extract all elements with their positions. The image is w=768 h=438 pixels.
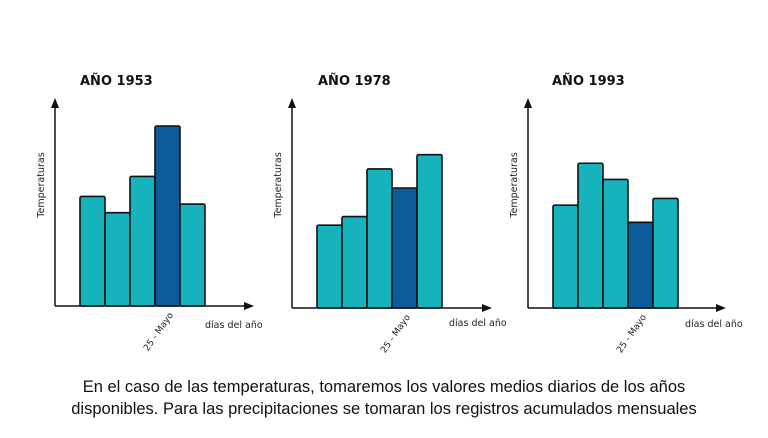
bar-1-1 (79, 195, 106, 307)
x-axis-arrow-icon (244, 302, 254, 310)
chart-title: AÑO 1953 (80, 73, 153, 89)
bar-3-3 (602, 178, 629, 309)
bar-1-5 (179, 203, 206, 307)
caption: En el caso de las temperaturas, tomaremo… (0, 376, 768, 420)
y-axis-label: Temperaturas (273, 152, 284, 218)
chart-2: AÑO 1978 Temperaturas días del año 25 - May… (273, 73, 507, 355)
chart-title: AÑO 1993 (552, 73, 625, 89)
bar-highlight-2-4 (391, 187, 418, 309)
y-axis-arrow-icon (288, 98, 296, 108)
bar-3-2 (577, 162, 604, 309)
bar-1-2 (104, 211, 131, 307)
bar-1-3 (129, 175, 156, 307)
bar-2-3 (366, 168, 393, 309)
highlight-category-label: 25 - Mayo (142, 311, 176, 354)
highlight-category-label: 25 - Mayo (615, 313, 649, 356)
x-axis-label: días del año (449, 318, 507, 329)
y-axis-label: Temperaturas (36, 152, 47, 218)
bar-highlight-3-4 (627, 221, 654, 309)
caption-line-2: disponibles. Para las precipitaciones se… (71, 400, 697, 418)
bar-2-1 (316, 224, 343, 309)
bar-2-2 (341, 215, 368, 309)
chart-3: AÑO 1993 Temperaturas días del año 25 - May… (509, 73, 743, 355)
chart-title: AÑO 1978 (318, 73, 391, 89)
y-axis-label: Temperaturas (509, 152, 520, 218)
bar-2-5 (416, 153, 443, 309)
x-axis-arrow-icon (716, 304, 726, 312)
bar-3-1 (552, 204, 579, 309)
x-axis-arrow-icon (482, 304, 492, 312)
x-axis-label: días del año (685, 319, 743, 330)
x-axis-label: días del año (205, 320, 263, 331)
bar-3-5 (652, 197, 679, 309)
chart-1: AÑO 1953 Temperaturas días del año 25 - May… (36, 73, 263, 353)
y-axis-arrow-icon (524, 98, 532, 108)
bar-highlight-1-4 (154, 125, 181, 307)
highlight-category-label: 25 - Mayo (379, 313, 413, 356)
caption-line-1: En el caso de las temperaturas, tomaremo… (82, 378, 686, 396)
y-axis-arrow-icon (51, 98, 59, 108)
